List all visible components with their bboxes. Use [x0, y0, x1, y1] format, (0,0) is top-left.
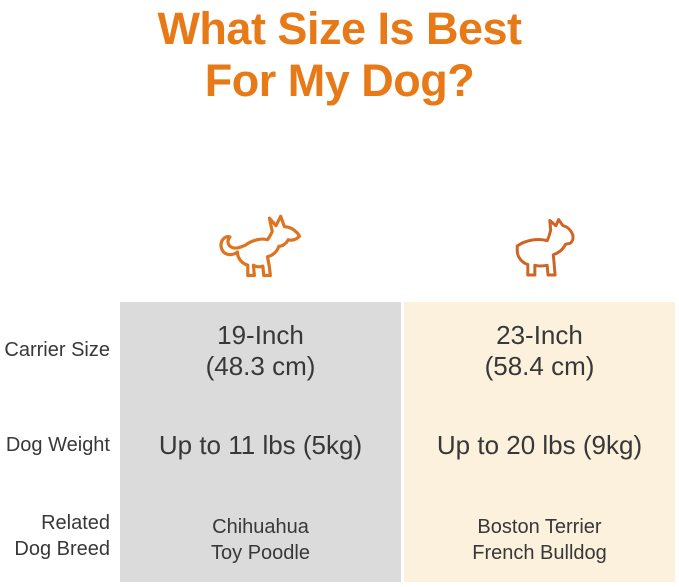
page-title: What Size Is Best For My Dog?: [0, 3, 679, 107]
row-label-related-line-2: Dog Breed: [14, 538, 110, 560]
row-label-dog-weight: Dog Weight: [5, 434, 110, 456]
chihuahua-icon: [219, 214, 302, 278]
row-label-related-line-1: Related: [41, 512, 110, 534]
cell-breeds-large: Boston Terrier French Bulldog: [404, 514, 675, 566]
carrier-size-small-inches: 19-Inch: [217, 320, 304, 350]
carrier-size-large-inches: 23-Inch: [496, 320, 583, 350]
cell-carrier-size-large: 23-Inch (58.4 cm): [404, 320, 675, 382]
row-label-carrier-size: Carrier Size: [4, 339, 110, 361]
cell-dog-weight-small: Up to 11 lbs (5kg): [158, 430, 363, 460]
french-bulldog-icon: [515, 218, 575, 277]
title-line-1: What Size Is Best: [157, 3, 522, 54]
cell-breeds-small: Chihuahua Toy Poodle: [120, 514, 401, 566]
row-label-related-dog-breed: Related Dog Breed: [0, 510, 110, 562]
carrier-size-small-cm: (48.3 cm): [205, 351, 316, 381]
breed-large-line-2: French Bulldog: [472, 542, 607, 564]
cell-carrier-size-small: 19-Inch (48.3 cm): [120, 320, 401, 382]
breed-large-line-1: Boston Terrier: [477, 516, 602, 538]
breed-small-line-1: Chihuahua: [212, 516, 309, 538]
title-line-2: For My Dog?: [204, 55, 475, 106]
breed-small-line-2: Toy Poodle: [211, 542, 310, 564]
small-size-column-bg: [120, 302, 401, 582]
carrier-size-large-cm: (58.4 cm): [484, 351, 595, 381]
large-size-column-bg: [404, 302, 675, 582]
cell-dog-weight-large: Up to 20 lbs (9kg): [436, 430, 643, 460]
